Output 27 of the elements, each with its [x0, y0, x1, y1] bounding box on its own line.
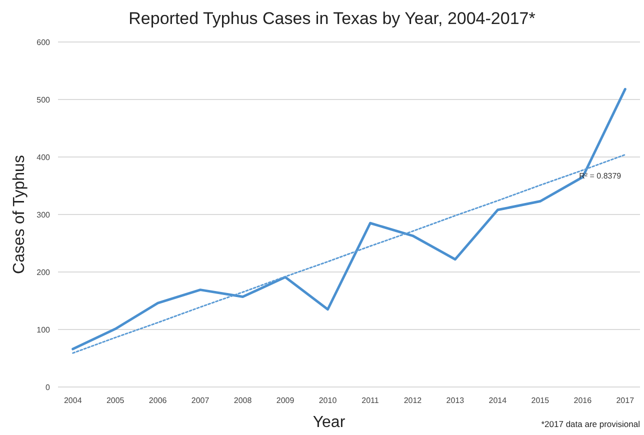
line-series [72, 88, 626, 350]
x-tick-label: 2012 [404, 396, 422, 405]
line-series [72, 154, 626, 354]
y-tick-label: 500 [36, 95, 51, 104]
y-tick-label: 300 [36, 210, 51, 220]
x-tick-label: 2005 [106, 396, 125, 405]
x-axis-title: Year [312, 414, 346, 431]
x-tick-label: 2010 [318, 396, 338, 405]
x-tick-label: 2014 [488, 396, 508, 405]
x-tick-label: 2009 [276, 396, 295, 405]
x-tick-label: 2008 [234, 396, 252, 405]
x-tick-label: 2016 [574, 396, 592, 405]
x-tick-label: 2011 [362, 396, 380, 405]
x-tick-label: 2006 [148, 396, 168, 405]
x-tick-label: 2013 [446, 396, 465, 405]
y-tick-label: 200 [36, 268, 51, 277]
x-tick-label: 2017 [616, 396, 635, 405]
x-tick-label: 2004 [64, 396, 82, 405]
y-axis-title: Cases of Typhus [11, 155, 28, 274]
y-tick-label: 100 [36, 325, 51, 334]
x-tick-label: 2007 [191, 396, 210, 405]
x-tick-label: 2015 [531, 396, 550, 405]
y-tick-label: 400 [36, 152, 51, 162]
chart-title: Reported Typhus Cases in Texas by Year, 2004-2017* [128, 9, 536, 28]
text: *2017 data are provisional [541, 419, 640, 429]
y-tick-label: 0 [46, 382, 51, 392]
y-tick-label: 600 [36, 38, 51, 47]
